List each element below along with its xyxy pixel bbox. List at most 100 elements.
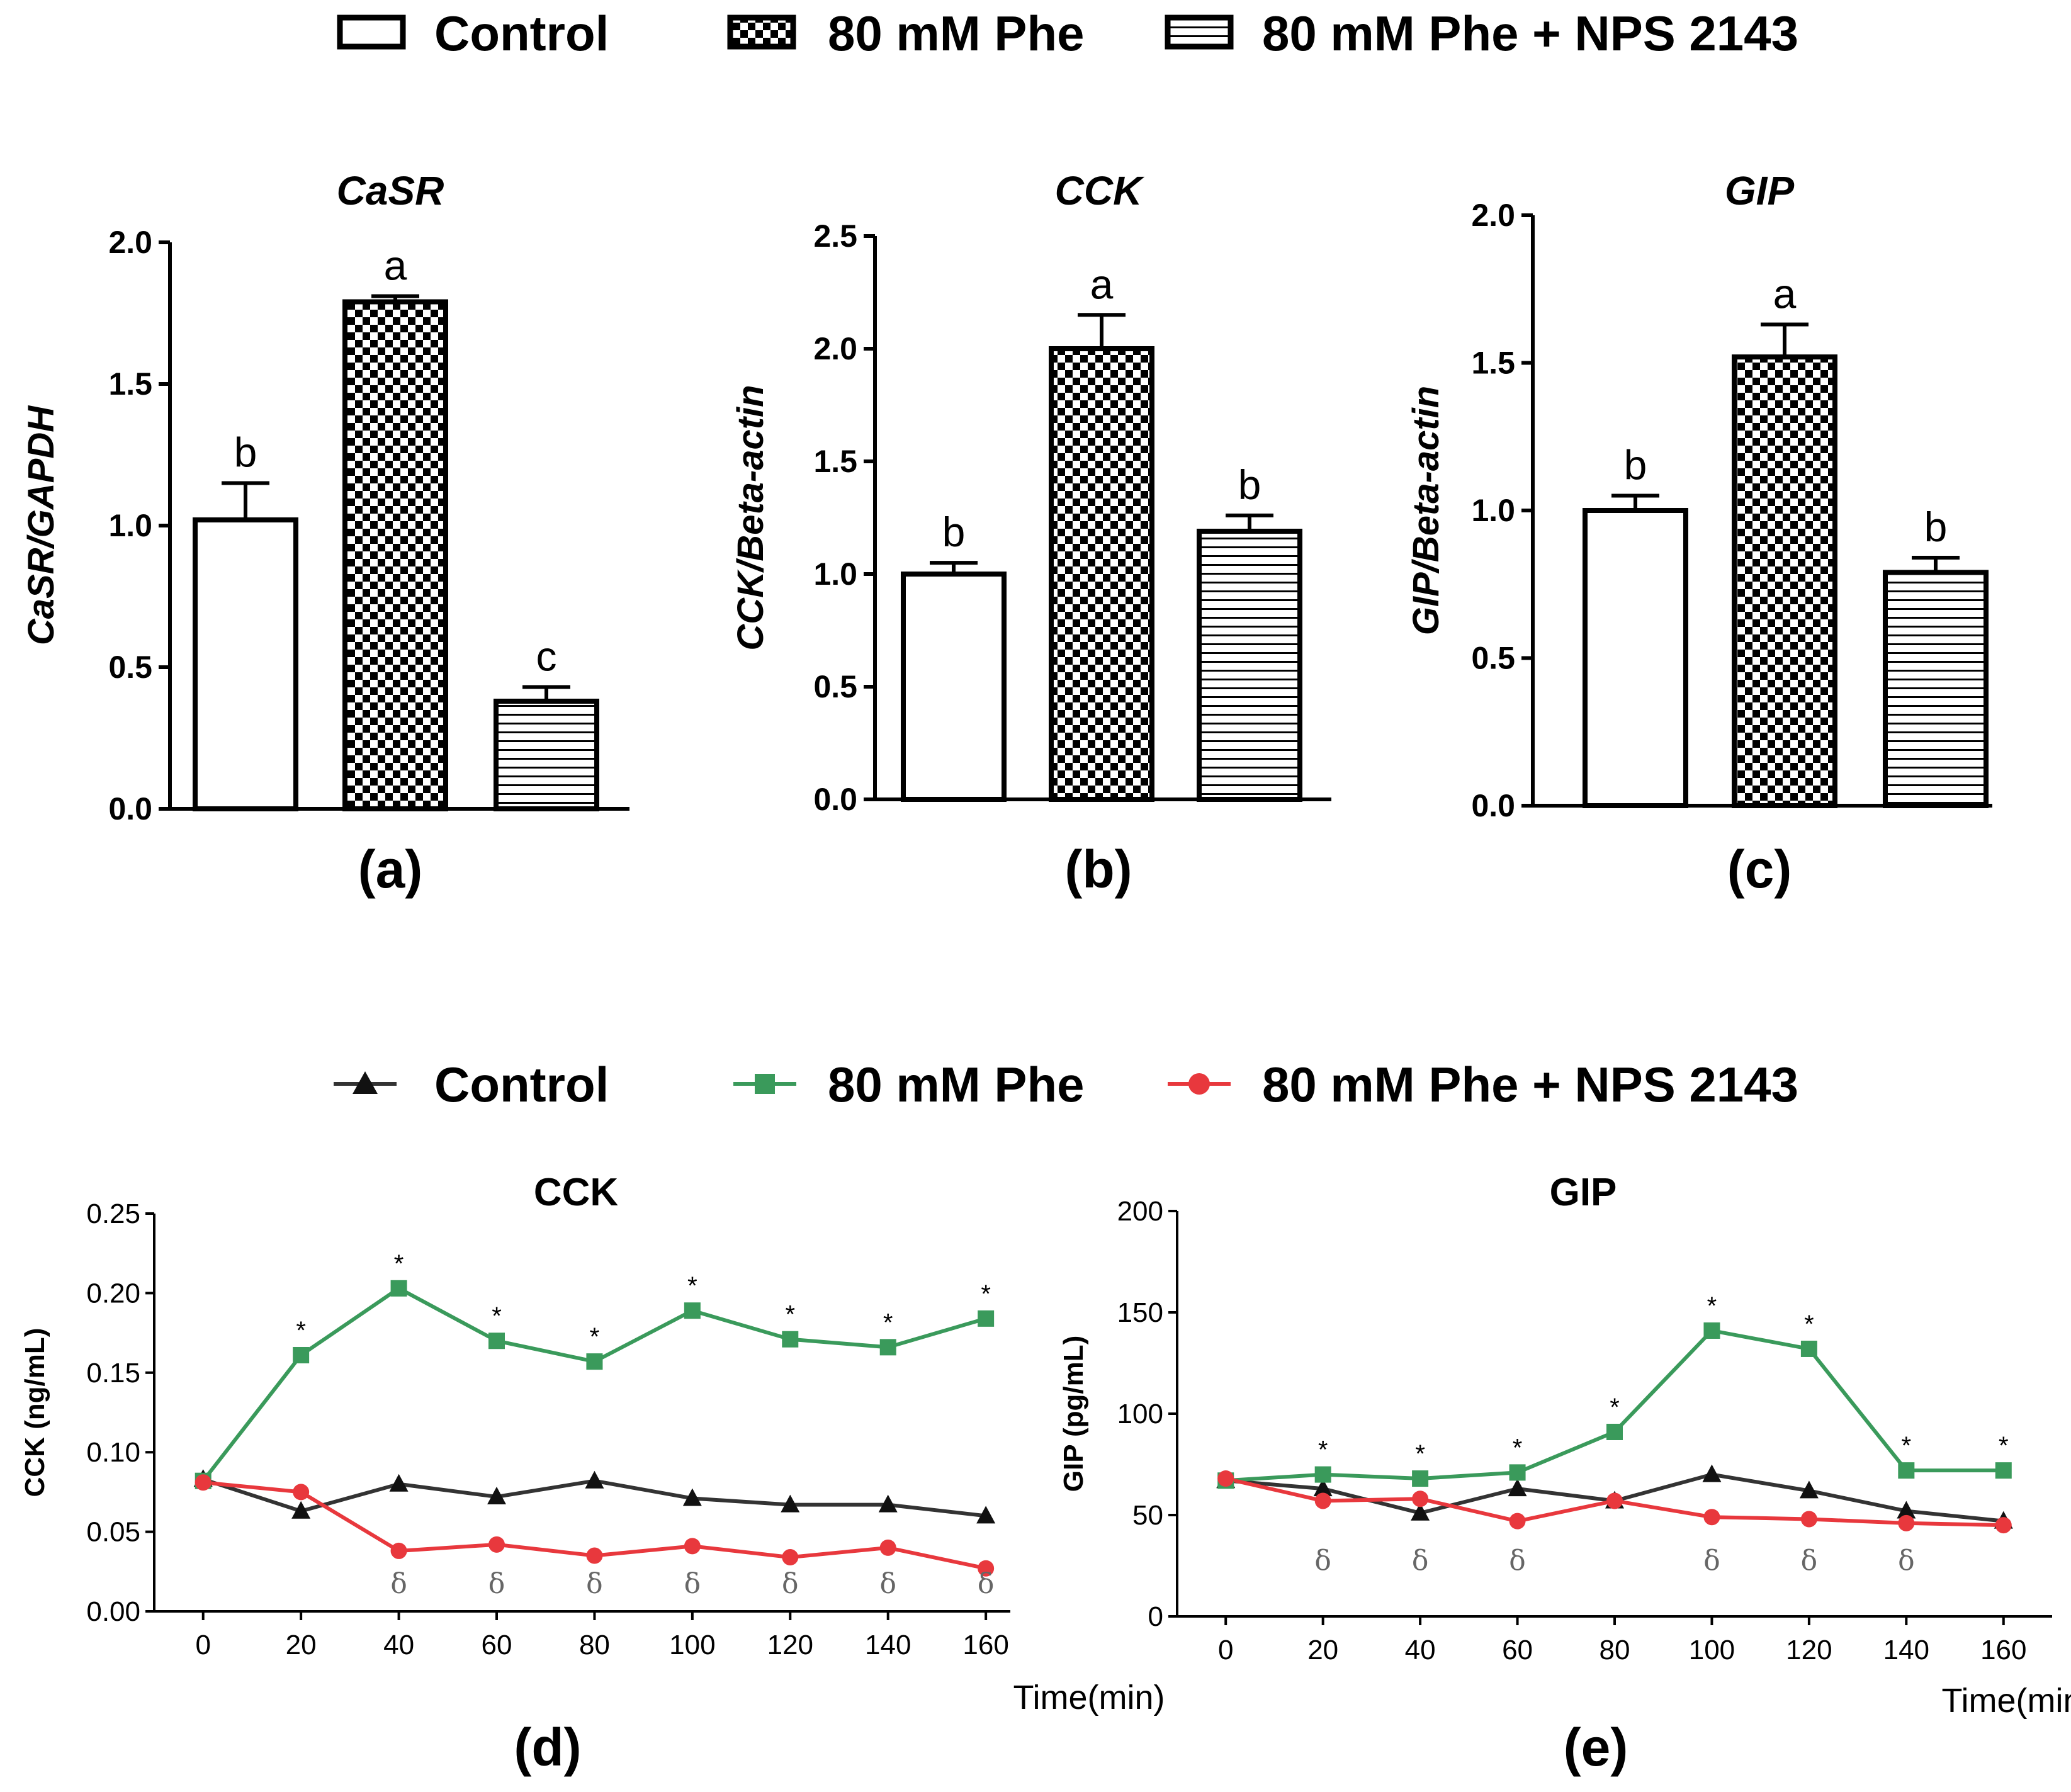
bar-phe-nps	[1883, 570, 1989, 808]
y-tick-label: 0.0	[108, 791, 152, 826]
circle-marker	[195, 1474, 212, 1491]
x-tick-label: 20	[1307, 1635, 1338, 1665]
significance-letter: a	[1090, 261, 1114, 307]
bar-legend-control: Control	[337, 6, 609, 61]
triangle-marker	[1313, 1479, 1333, 1497]
significance-star: *	[883, 1309, 893, 1336]
bar-control	[901, 572, 1007, 802]
significance-star: *	[492, 1302, 502, 1330]
significance-star: *	[1804, 1310, 1814, 1338]
significance-delta: δ	[879, 1567, 896, 1599]
square-marker	[879, 1339, 896, 1356]
square-marker	[1509, 1464, 1526, 1481]
significance-star: *	[981, 1280, 991, 1308]
square-marker	[488, 1333, 505, 1350]
square-marker	[782, 1331, 799, 1348]
triangle-marker	[585, 1470, 604, 1489]
y-tick-label: 2.0	[108, 225, 152, 260]
y-tick-label: 0	[1148, 1601, 1163, 1632]
significance-star: *	[296, 1317, 306, 1344]
x-tick-label: 100	[669, 1630, 715, 1660]
y-tick-label: 2.5	[813, 218, 857, 254]
line-legend-phe: 80 mM Phe	[733, 1057, 1084, 1112]
y-tick-label: 0.05	[86, 1517, 140, 1548]
circle-marker	[1606, 1492, 1623, 1509]
significance-delta: δ	[1898, 1545, 1915, 1577]
x-tick-label: 160	[1980, 1635, 2026, 1665]
significance-delta: δ	[1412, 1545, 1429, 1577]
y-axis-label: GIP/Beta-actin	[1406, 386, 1447, 635]
bar-phe-nps	[494, 699, 599, 811]
circle-marker	[1898, 1514, 1915, 1531]
x-tick-label: 80	[1600, 1635, 1630, 1665]
chart-title: GIP	[1550, 1171, 1617, 1214]
line-legend-control: Control	[334, 1057, 609, 1112]
bar-control	[193, 517, 298, 811]
square-marker	[1314, 1466, 1331, 1483]
x-axis-label: Time(min)	[1942, 1682, 2071, 1720]
x-axis-label: Time(min)	[1013, 1679, 1165, 1716]
significance-star: *	[1318, 1436, 1328, 1464]
line-chart-gip: GIP GIP (pg/mL) 0 50 100 150 200 0 20 40 60 80 100 12…	[1058, 1171, 2071, 1777]
y-tick-label: 0.10	[86, 1437, 140, 1468]
circle-marker	[1703, 1509, 1720, 1526]
significance-star: *	[394, 1250, 404, 1278]
legend-swatch-checker	[727, 14, 796, 50]
legend-label: 80 mM Phe + NPS 2143	[1262, 1057, 1798, 1112]
significance-letter: c	[536, 633, 557, 680]
y-axis-label: CCK (ng/mL)	[20, 1328, 50, 1497]
x-tick-label: 20	[286, 1630, 317, 1660]
bar-control	[1583, 508, 1688, 808]
significance-letter: a	[1773, 271, 1797, 317]
bar-phe	[1049, 346, 1154, 802]
triangle-marker	[487, 1486, 506, 1504]
triangle-marker-icon	[353, 1071, 378, 1094]
significance-star: *	[1513, 1434, 1523, 1462]
circle-marker	[586, 1547, 603, 1564]
legend-label: 80 mM Phe	[828, 1057, 1084, 1112]
significance-letter: b	[1924, 504, 1948, 550]
x-tick-label: 60	[482, 1630, 512, 1660]
square-marker	[1898, 1462, 1915, 1479]
x-tick-label: 40	[1405, 1635, 1436, 1665]
triangle-marker	[1411, 1502, 1430, 1521]
triangle-marker	[389, 1474, 409, 1492]
significance-letter: b	[1624, 442, 1647, 488]
y-tick-label: 150	[1117, 1297, 1163, 1328]
x-tick-label: 80	[579, 1630, 610, 1660]
y-tick-label: 0.20	[86, 1278, 140, 1309]
line-legend-nps: 80 mM Phe + NPS 2143	[1168, 1057, 1798, 1112]
y-tick-label: 1.0	[1471, 493, 1515, 528]
x-tick-label: 40	[383, 1630, 414, 1660]
significance-delta: δ	[684, 1567, 701, 1599]
significance-star: *	[590, 1323, 600, 1351]
significance-letter: b	[942, 509, 966, 555]
y-tick-label: 0.00	[86, 1596, 140, 1627]
triangle-marker	[1897, 1501, 1916, 1519]
bar-chart-cck: CCK CCK/Beta-actin 0.0 0.5 1.0 1.5 2.0 2.5 b a b (b…	[730, 168, 1331, 899]
square-marker-icon	[755, 1074, 775, 1094]
y-tick-label: 0.5	[1471, 641, 1515, 676]
y-tick-label: 1.5	[108, 366, 152, 402]
significance-star: *	[687, 1272, 697, 1300]
x-tick-label: 100	[1689, 1635, 1735, 1665]
bar-legend-phe: 80 mM Phe	[727, 6, 1084, 61]
triangle-marker	[1508, 1479, 1527, 1497]
significance-letter: b	[1238, 461, 1261, 508]
significance-star: *	[1610, 1394, 1620, 1421]
legend-label: Control	[434, 1057, 609, 1112]
significance-star: *	[1415, 1440, 1425, 1468]
significance-star: *	[1902, 1432, 1912, 1460]
bar-chart-casr: CaSR CaSR/GAPDH 0.0 0.5 1.0 1.5 2.0 b a c (a)	[21, 168, 629, 899]
x-tick-label: 120	[1786, 1635, 1832, 1665]
circle-marker	[879, 1539, 896, 1556]
line-legend: Control 80 mM Phe 80 mM Phe + NPS 2143	[334, 1057, 1798, 1112]
y-axis-label: CCK/Beta-actin	[730, 385, 771, 650]
y-tick-label: 50	[1132, 1500, 1163, 1531]
legend-swatch-open	[337, 14, 406, 50]
y-tick-label: 0.5	[108, 650, 152, 685]
x-tick-label: 0	[1218, 1635, 1233, 1665]
square-marker	[1800, 1340, 1817, 1357]
y-tick-label: 2.0	[813, 331, 857, 366]
circle-marker	[1217, 1470, 1234, 1487]
